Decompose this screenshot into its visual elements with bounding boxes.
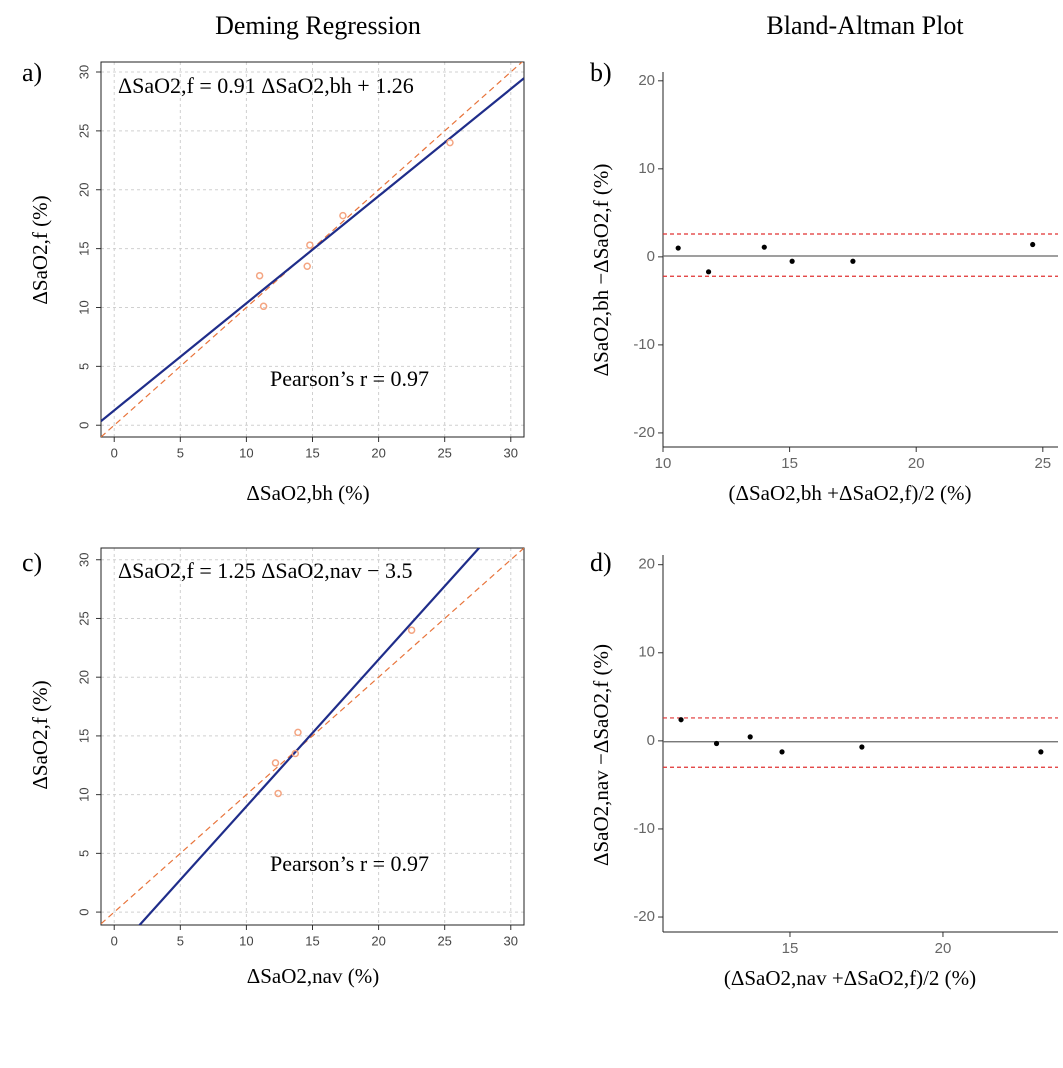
- data-point: [678, 717, 684, 723]
- data-point: [789, 258, 795, 264]
- y-tick-label: 10: [76, 787, 91, 801]
- data-point: [779, 749, 785, 755]
- x-tick-label: 10: [655, 455, 672, 472]
- x-tick-label: 25: [1034, 455, 1051, 472]
- data-point: [1038, 749, 1044, 755]
- x-axis-label: ΔSaO2,bh (%): [246, 481, 369, 505]
- panel-label: c): [22, 548, 42, 577]
- x-axis-label: ΔSaO2,nav (%): [247, 964, 379, 988]
- x-tick-label: 5: [177, 933, 184, 948]
- x-tick-label: 10: [239, 445, 253, 460]
- annotation: Pearson’s r = 0.97: [270, 851, 429, 876]
- y-tick-label: -20: [633, 424, 655, 441]
- data-point: [705, 269, 712, 275]
- data-point: [850, 258, 856, 264]
- y-tick-label: 20: [638, 556, 655, 573]
- data-point: [306, 241, 314, 249]
- y-axis-label: ΔSaO2,f (%): [28, 680, 52, 789]
- y-tick-label: 25: [76, 124, 91, 138]
- data-point: [713, 740, 720, 747]
- x-tick-label: 15: [781, 455, 798, 472]
- panel-label: b): [590, 58, 612, 87]
- data-point: [274, 789, 282, 798]
- y-tick-label: 30: [76, 553, 91, 567]
- data-point: [747, 734, 753, 740]
- y-tick-label: -20: [633, 908, 655, 925]
- data-point: [859, 744, 865, 750]
- x-tick-label: 0: [111, 445, 118, 460]
- x-tick-label: 20: [935, 940, 952, 957]
- data-point: [259, 302, 268, 311]
- data-point: [407, 626, 416, 634]
- regression-line: [138, 548, 481, 925]
- x-tick-label: 10: [239, 933, 253, 948]
- x-tick-label: 25: [437, 445, 451, 460]
- y-tick-label: 30: [76, 65, 91, 79]
- y-tick-label: 15: [76, 241, 91, 255]
- y-tick-label: 20: [638, 72, 655, 89]
- x-tick-label: 25: [437, 933, 451, 948]
- column-heading: Deming Regression: [215, 11, 421, 40]
- y-tick-label: -10: [633, 336, 655, 353]
- data-point: [761, 244, 767, 250]
- data-point: [255, 271, 264, 280]
- y-tick-label: 10: [638, 644, 655, 661]
- identity-line: [101, 548, 524, 925]
- x-tick-label: 15: [305, 933, 319, 948]
- y-tick-label: 10: [638, 160, 655, 177]
- data-point: [271, 759, 280, 767]
- y-tick-label: 20: [76, 183, 91, 197]
- data-point: [339, 211, 347, 220]
- x-tick-label: 5: [177, 445, 184, 460]
- annotation: Pearson’s r = 0.97: [270, 366, 429, 391]
- x-axis-label: (ΔSaO2,bh +ΔSaO2,f)/2 (%): [729, 481, 972, 505]
- y-tick-label: 10: [76, 300, 91, 314]
- y-axis-label: ΔSaO2,nav −ΔSaO2,f (%): [589, 644, 613, 866]
- x-tick-label: 15: [782, 940, 799, 957]
- data-point: [446, 138, 454, 147]
- y-tick-label: 0: [76, 422, 91, 429]
- data-point: [303, 262, 311, 271]
- data-point: [291, 749, 300, 758]
- x-tick-label: 15: [305, 445, 319, 460]
- panel-label: d): [590, 548, 612, 577]
- x-tick-label: 20: [908, 455, 925, 472]
- regression-line: [101, 77, 524, 422]
- annotation: ΔSaO2,f = 0.91 ΔSaO2,bh + 1.26: [118, 73, 414, 98]
- x-tick-label: 30: [504, 445, 518, 460]
- y-tick-label: 20: [76, 670, 91, 684]
- x-tick-label: 30: [504, 933, 518, 948]
- panel-label: a): [22, 58, 42, 87]
- y-tick-label: 5: [76, 363, 91, 370]
- y-tick-label: 5: [76, 850, 91, 857]
- y-axis-label: ΔSaO2,bh −ΔSaO2,f (%): [589, 164, 613, 377]
- y-tick-label: 0: [647, 248, 655, 265]
- y-axis-label: ΔSaO2,f (%): [28, 195, 52, 304]
- data-point: [294, 728, 302, 737]
- y-tick-label: 0: [76, 908, 91, 915]
- x-tick-label: 0: [111, 933, 118, 948]
- y-tick-label: 25: [76, 611, 91, 625]
- y-tick-label: -10: [633, 820, 655, 837]
- x-tick-label: 20: [371, 933, 385, 948]
- y-tick-label: 15: [76, 729, 91, 743]
- plot-frame: [100, 547, 525, 926]
- plot-frame: [100, 61, 525, 438]
- column-heading: Bland-Altman Plot: [766, 11, 964, 40]
- x-axis-label: (ΔSaO2,nav +ΔSaO2,f)/2 (%): [724, 966, 976, 990]
- data-point: [1030, 241, 1036, 248]
- x-tick-label: 20: [371, 445, 385, 460]
- annotation: ΔSaO2,f = 1.25 ΔSaO2,nav − 3.5: [118, 558, 412, 583]
- y-tick-label: 0: [647, 732, 655, 749]
- data-point: [675, 245, 681, 251]
